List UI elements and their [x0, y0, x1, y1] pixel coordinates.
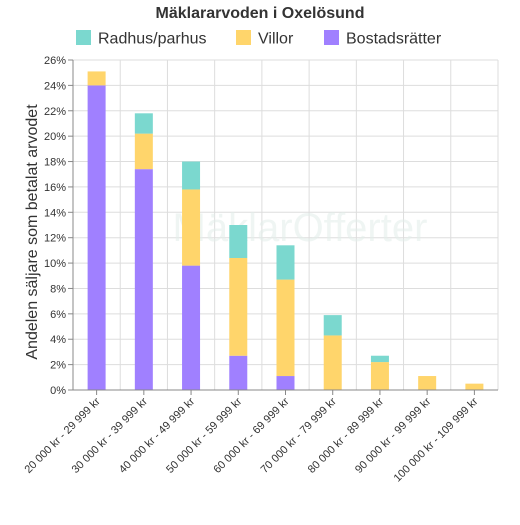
- bar-segment-villor: [276, 279, 295, 377]
- y-tick-label: 20%: [44, 131, 66, 143]
- bar-segment-radhus-parhus: [182, 161, 201, 190]
- legend-label: Villor: [258, 31, 294, 48]
- bar-segment-villor: [229, 258, 248, 356]
- y-tick-label: 16%: [44, 182, 66, 194]
- y-tick-label: 10%: [44, 258, 66, 270]
- bar-segment-bostadsrätter: [182, 265, 201, 390]
- legend-swatch: [324, 30, 339, 45]
- y-axis-label: Andelen säljare som betalat arvodet: [24, 104, 41, 360]
- bar-segment-bostadsrätter: [276, 376, 295, 390]
- chart-title: Mäklararvoden i Oxelösund: [156, 5, 365, 22]
- y-tick-label: 24%: [44, 80, 66, 92]
- legend-label: Radhus/parhus: [98, 31, 207, 48]
- y-tick-label: 18%: [44, 157, 66, 169]
- bar-segment-radhus-parhus: [134, 113, 153, 134]
- bar-segment-villor: [87, 71, 106, 86]
- bars: [87, 71, 484, 390]
- bar-segment-villor: [370, 362, 389, 390]
- bar-segment-bostadsrätter: [229, 355, 248, 390]
- y-tick-label: 14%: [44, 207, 66, 219]
- y-tick-label: 2%: [50, 360, 66, 372]
- bar-segment-radhus-parhus: [276, 245, 295, 280]
- y-tick-label: 4%: [50, 334, 66, 346]
- bar-segment-radhus-parhus: [370, 355, 389, 363]
- watermark: MäklarOfferter: [173, 206, 428, 250]
- bar-segment-villor: [465, 383, 484, 390]
- legend-swatch: [236, 30, 251, 45]
- y-tick-label: 12%: [44, 233, 66, 245]
- bar-segment-radhus-parhus: [323, 315, 342, 336]
- y-tick-label: 0%: [50, 385, 66, 397]
- bar-segment-villor: [323, 335, 342, 390]
- y-tick-label: 6%: [50, 309, 66, 321]
- bar-segment-radhus-parhus: [229, 225, 248, 258]
- legend-swatch: [76, 30, 91, 45]
- bar-segment-villor: [418, 376, 437, 390]
- y-tick-label: 26%: [44, 55, 66, 67]
- y-tick-label: 8%: [50, 283, 66, 295]
- bar-segment-villor: [134, 133, 153, 170]
- bar-segment-bostadsrätter: [134, 169, 153, 390]
- legend-label: Bostadsrätter: [346, 31, 442, 48]
- legend: Radhus/parhus Villor Bostadsrätter: [76, 30, 442, 48]
- bar-segment-villor: [182, 189, 201, 266]
- y-tick-label: 22%: [44, 106, 66, 118]
- bar-segment-bostadsrätter: [87, 85, 106, 390]
